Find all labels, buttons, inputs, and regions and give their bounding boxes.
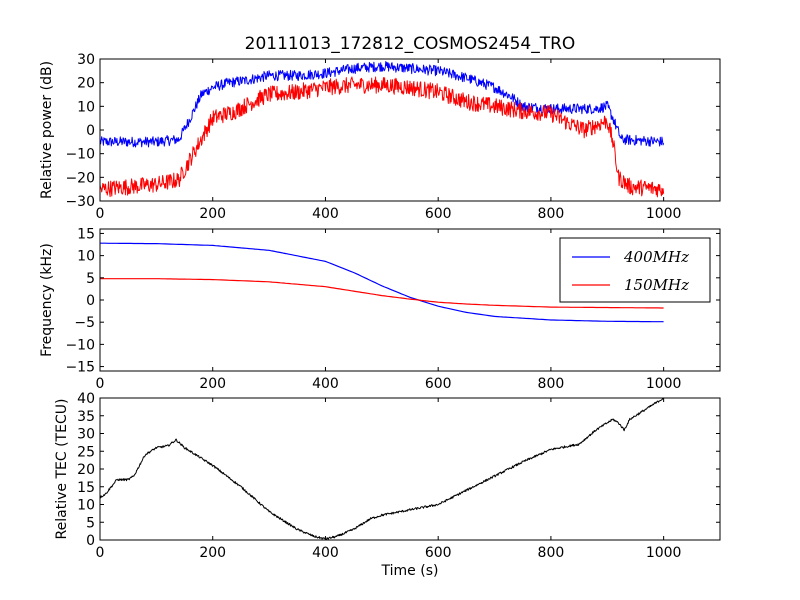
y-tick-label: 5: [86, 271, 95, 287]
frequency-series-line-1: [100, 278, 664, 309]
y-tick-label: 0: [86, 293, 95, 309]
tec-plot-frame: [99, 397, 721, 541]
frequency-series-line-0: [100, 242, 664, 323]
y-tick-label: −30: [65, 194, 95, 210]
y-tick-label: −10: [65, 147, 95, 163]
time-x-axis-label: Time (s): [381, 563, 439, 579]
y-tick-label: 35: [77, 409, 95, 425]
y-tick-label: 40: [77, 391, 95, 407]
x-tick-label: 400: [312, 545, 339, 561]
power-series-line-0: [100, 61, 665, 148]
y-tick-label: 30: [77, 52, 95, 68]
y-tick-label: 10: [77, 99, 95, 115]
legend-label-150mhz: 150MHz: [624, 276, 689, 294]
x-tick-label: 600: [425, 545, 452, 561]
tec-y-axis-label: Relative TEC (TECU): [54, 399, 70, 540]
y-tick-label: 30: [77, 427, 95, 443]
y-tick-label: −15: [65, 360, 95, 376]
x-tick-label: 0: [96, 376, 105, 392]
tec-series-line-0: [100, 398, 664, 540]
x-tick-label: 800: [538, 545, 565, 561]
y-tick-label: 0: [86, 533, 95, 549]
power-y-axis-label: Relative power (dB): [39, 61, 55, 199]
x-tick-label: 200: [199, 206, 226, 222]
y-tick-label: −10: [65, 337, 95, 353]
x-tick-label: 200: [199, 376, 226, 392]
frequency-legend: 400MHz 150MHz: [559, 237, 711, 303]
y-tick-label: 20: [77, 462, 95, 478]
y-tick-label: 0: [86, 123, 95, 139]
x-tick-label: 800: [538, 206, 565, 222]
y-tick-label: 20: [77, 76, 95, 92]
x-tick-label: 400: [312, 206, 339, 222]
y-tick-label: 10: [77, 498, 95, 514]
frequency-panel: 0 200 400 600 800 1000 −15 −10 −5 0 5 10 15 Frequenc…: [39, 226, 721, 392]
x-tick-label: 1000: [646, 545, 682, 561]
y-tick-label: 15: [77, 226, 95, 242]
x-tick-label: 1000: [646, 376, 682, 392]
power-series-line-1: [100, 76, 665, 198]
x-tick-label: 600: [425, 376, 452, 392]
x-tick-label: 200: [199, 545, 226, 561]
y-tick-label: 10: [77, 249, 95, 265]
x-tick-label: 600: [425, 206, 452, 222]
x-tick-label: 1000: [646, 206, 682, 222]
y-tick-label: 5: [86, 515, 95, 531]
x-tick-label: 800: [538, 376, 565, 392]
y-tick-label: −5: [74, 315, 95, 331]
power-plot-frame: [99, 58, 721, 202]
y-tick-label: −20: [65, 170, 95, 186]
power-panel: 0 200 400 600 800 1000 −30 −20 −10 0 10 20 30 Relati…: [39, 52, 721, 222]
y-tick-label: 15: [77, 480, 95, 496]
frequency-y-axis-label: Frequency (kHz): [39, 243, 55, 357]
x-tick-label: 400: [312, 376, 339, 392]
x-tick-label: 0: [96, 545, 105, 561]
chart-title: 20111013_172812_COSMOS2454_TRO: [245, 34, 576, 54]
x-tick-label: 0: [96, 206, 105, 222]
legend-label-400mhz: 400MHz: [623, 248, 689, 266]
y-tick-label: 25: [77, 444, 95, 460]
